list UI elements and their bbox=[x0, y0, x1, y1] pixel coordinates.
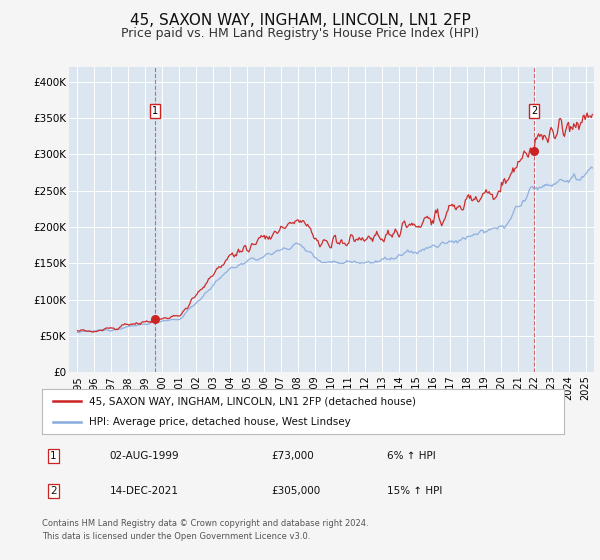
Text: 2: 2 bbox=[531, 106, 537, 116]
Text: 15% ↑ HPI: 15% ↑ HPI bbox=[386, 486, 442, 496]
Text: 6% ↑ HPI: 6% ↑ HPI bbox=[386, 451, 435, 461]
Text: 45, SAXON WAY, INGHAM, LINCOLN, LN1 2FP: 45, SAXON WAY, INGHAM, LINCOLN, LN1 2FP bbox=[130, 13, 470, 28]
Text: 2: 2 bbox=[50, 486, 57, 496]
Text: Contains HM Land Registry data © Crown copyright and database right 2024.
This d: Contains HM Land Registry data © Crown c… bbox=[42, 519, 368, 540]
Text: £73,000: £73,000 bbox=[272, 451, 314, 461]
Text: 45, SAXON WAY, INGHAM, LINCOLN, LN1 2FP (detached house): 45, SAXON WAY, INGHAM, LINCOLN, LN1 2FP … bbox=[89, 396, 416, 407]
Text: HPI: Average price, detached house, West Lindsey: HPI: Average price, detached house, West… bbox=[89, 417, 351, 427]
Text: Price paid vs. HM Land Registry's House Price Index (HPI): Price paid vs. HM Land Registry's House … bbox=[121, 27, 479, 40]
Text: 14-DEC-2021: 14-DEC-2021 bbox=[110, 486, 179, 496]
Text: 02-AUG-1999: 02-AUG-1999 bbox=[110, 451, 179, 461]
Text: 1: 1 bbox=[152, 106, 158, 116]
Text: 1: 1 bbox=[50, 451, 57, 461]
Text: £305,000: £305,000 bbox=[272, 486, 321, 496]
